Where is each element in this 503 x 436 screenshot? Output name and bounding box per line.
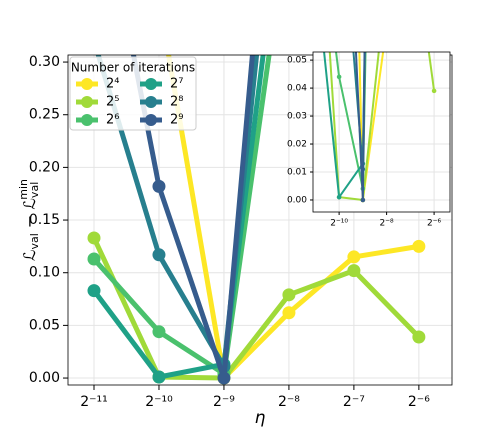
y-tick-label: 0.30 [29, 54, 60, 70]
plot-frame [312, 51, 451, 213]
series-line [323, 52, 366, 199]
series-marker [152, 179, 166, 193]
series-marker [87, 231, 101, 245]
x-tick-label: 2⁻¹¹ [80, 394, 108, 410]
series-group [87, 0, 426, 385]
y-axis-label: ℒval − ℒvalmin [17, 179, 41, 261]
series-marker [412, 330, 426, 344]
series-line [95, 55, 260, 369]
legend-label: 2⁵ [106, 95, 119, 110]
y-tick-label: 0.10 [29, 265, 60, 281]
y-tick-label: 0.20 [29, 159, 60, 175]
series-line [92, 55, 266, 380]
series-line [335, 52, 367, 190]
x-axis-label: η [255, 408, 266, 428]
y-tick-label: 0.15 [29, 212, 60, 228]
y-tick-label: 0.00 [287, 195, 307, 205]
series-marker [152, 370, 166, 384]
legend-marker [145, 78, 157, 90]
plot-background [313, 52, 450, 212]
legend-box [69, 56, 197, 131]
legend-label: 2⁹ [170, 113, 183, 128]
plot-frame [67, 54, 453, 386]
legend-marker [81, 96, 93, 108]
legend-marker [81, 78, 93, 90]
y-tick-label: 0.25 [29, 107, 60, 123]
x-tick-label: 2⁻⁹ [213, 394, 235, 410]
x-tick-label: 2⁻⁶ [427, 219, 441, 229]
series-marker [336, 194, 342, 200]
series-marker [152, 0, 165, 5]
y-tick-label: 0.00 [29, 370, 60, 386]
series-line [91, 236, 421, 381]
legend-title: Number of iterations [71, 61, 195, 75]
series-marker [282, 306, 296, 320]
series-marker [347, 264, 361, 278]
series-marker [412, 239, 426, 253]
y-tick-label: 0.05 [29, 317, 60, 333]
y-axis-label-part: min [17, 179, 30, 200]
x-tick-label: 2⁻⁶ [408, 394, 430, 410]
legend-marker [81, 114, 93, 126]
series-marker [87, 284, 101, 298]
series-marker [431, 88, 437, 94]
x-tick-label: 2⁻¹⁰ [330, 219, 348, 229]
legend-marker [145, 96, 157, 108]
series-marker [88, 34, 101, 47]
series-marker [360, 197, 366, 203]
y-axis-label-part: val [28, 233, 41, 249]
x-tick-label: 2⁻¹⁰ [145, 394, 173, 410]
legend-label: 2⁷ [170, 77, 183, 92]
legend: Number of iterations 2⁴ 2⁵ 2⁶ 2⁷ 2⁸ 2⁹ [69, 56, 197, 131]
y-tick-label: 0.05 [287, 56, 307, 66]
y-tick-label: 0.04 [287, 84, 307, 94]
legend-marker [145, 114, 157, 126]
series-line [328, 52, 436, 201]
series-marker [384, 24, 389, 29]
series-marker [217, 371, 231, 385]
series-marker [336, 74, 342, 80]
y-tick-label: 0.02 [287, 140, 307, 150]
legend-label: 2⁶ [106, 113, 119, 128]
legend-label: 2⁸ [170, 95, 183, 110]
series-line [92, 55, 272, 377]
series-marker [87, 252, 101, 266]
y-axis-label-part: ℒ [20, 249, 39, 261]
legend-label: 2⁴ [106, 77, 119, 92]
y-axis-label-text: ℒval − ℒvalmin [17, 179, 41, 261]
y-tick-label: 0.01 [287, 168, 307, 178]
y-tick-label: 0.03 [287, 112, 307, 122]
y-axis-label-part: − ℒ [20, 198, 39, 233]
series-marker [152, 248, 166, 262]
series-line [130, 55, 255, 381]
series-marker [347, 250, 361, 264]
series-marker [282, 288, 296, 302]
series-group [323, 24, 437, 203]
x-tick-label: 2⁻⁸ [380, 219, 394, 229]
x-tick-label: 2⁻⁸ [278, 394, 300, 410]
x-tick-label: 2⁻⁷ [343, 394, 365, 410]
y-axis-label-part: val [28, 182, 41, 198]
series-marker [152, 325, 166, 339]
